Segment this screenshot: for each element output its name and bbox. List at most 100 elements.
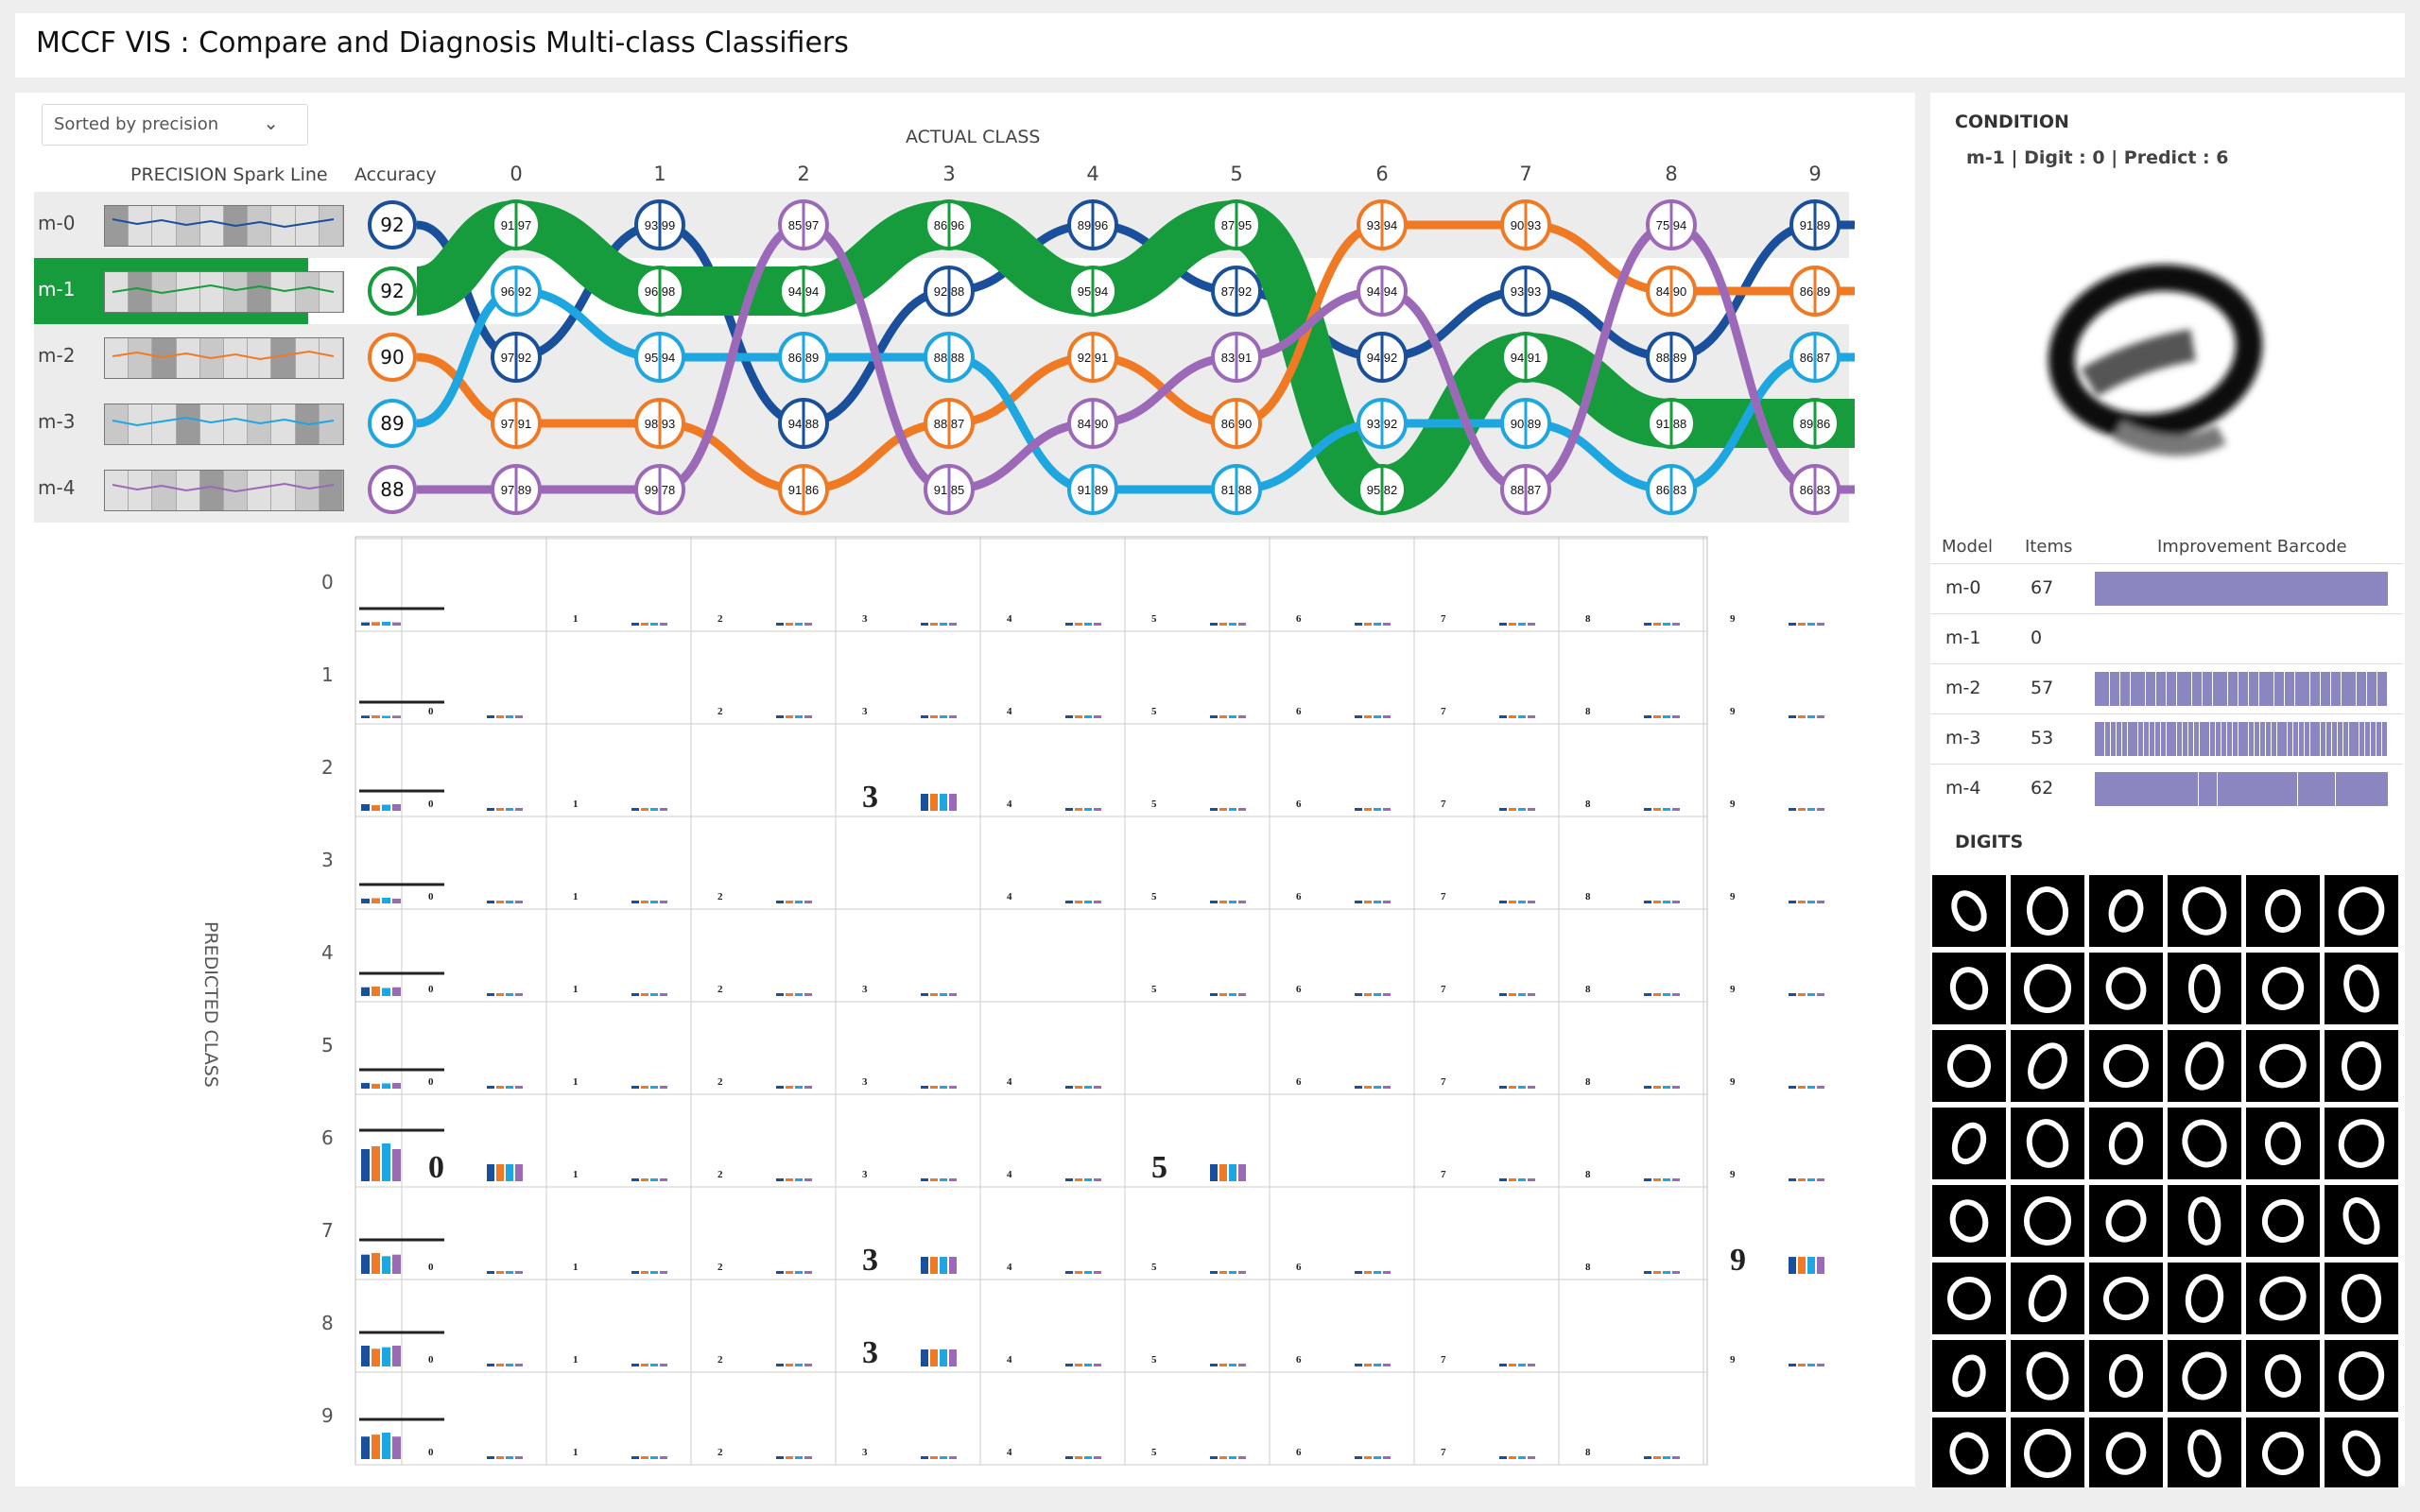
chevron-down-icon[interactable]: ⌄ bbox=[263, 112, 279, 134]
digit-thumbnail[interactable] bbox=[1932, 875, 2006, 947]
rank-node[interactable]: 95 94 bbox=[634, 332, 685, 383]
rank-node[interactable]: 89 86 bbox=[1789, 398, 1841, 449]
rank-node[interactable]: 89 96 bbox=[1067, 199, 1118, 250]
rank-node[interactable]: 91 88 bbox=[1646, 398, 1697, 449]
rank-node[interactable]: 99 78 bbox=[634, 464, 685, 515]
rank-node[interactable]: 94 88 bbox=[778, 398, 829, 449]
barcode-row-m-2[interactable]: m-2 57 bbox=[1930, 663, 2403, 714]
digit-thumbnail[interactable] bbox=[2168, 1108, 2241, 1179]
rank-node[interactable]: 85 97 bbox=[778, 199, 829, 250]
rank-node[interactable]: 93 93 bbox=[1500, 266, 1551, 317]
digit-thumbnail[interactable] bbox=[2246, 1030, 2320, 1102]
rank-node[interactable]: 97 91 bbox=[491, 398, 542, 449]
digit-thumbnail[interactable] bbox=[2011, 1108, 2084, 1179]
rank-node[interactable]: 93 92 bbox=[1357, 398, 1408, 449]
rank-node[interactable]: 86 83 bbox=[1646, 464, 1697, 515]
rank-node[interactable]: 88 87 bbox=[924, 398, 975, 449]
rank-node[interactable]: 75 94 bbox=[1646, 199, 1697, 250]
digit-thumbnail[interactable] bbox=[2089, 1340, 2163, 1412]
rank-node[interactable]: 97 89 bbox=[491, 464, 542, 515]
digit-thumbnail[interactable] bbox=[2011, 1185, 2084, 1257]
rank-node[interactable]: 91 86 bbox=[778, 464, 829, 515]
rank-node[interactable]: 84 90 bbox=[1646, 266, 1697, 317]
digit-thumbnail[interactable] bbox=[1932, 1108, 2006, 1179]
digit-thumbnail[interactable] bbox=[1932, 1263, 2006, 1334]
digit-thumbnail[interactable] bbox=[2246, 1108, 2320, 1179]
rank-node[interactable]: 93 94 bbox=[1357, 199, 1408, 250]
digit-thumbnail[interactable] bbox=[1932, 953, 2006, 1024]
digit-thumbnail[interactable] bbox=[2246, 1263, 2320, 1334]
digit-thumbnail[interactable] bbox=[2168, 1030, 2241, 1102]
rank-node[interactable]: 91 89 bbox=[1067, 464, 1118, 515]
rank-node[interactable]: 91 85 bbox=[924, 464, 975, 515]
digit-thumbnail[interactable] bbox=[2246, 1185, 2320, 1257]
rank-node[interactable]: 95 94 bbox=[1067, 266, 1118, 317]
rank-node[interactable]: 86 90 bbox=[1211, 398, 1262, 449]
barcode-row-m-0[interactable]: m-0 67 bbox=[1930, 563, 2403, 614]
barcode-row-m-3[interactable]: m-3 53 bbox=[1930, 713, 2403, 765]
digit-thumbnail[interactable] bbox=[2011, 1418, 2084, 1487]
digit-thumbnail[interactable] bbox=[2011, 953, 2084, 1024]
digit-thumbnail[interactable] bbox=[2246, 1418, 2320, 1487]
digit-thumbnail[interactable] bbox=[2325, 1418, 2398, 1487]
rank-node[interactable]: 88 87 bbox=[1500, 464, 1551, 515]
rank-node[interactable]: 96 98 bbox=[634, 266, 685, 317]
digit-thumbnail[interactable] bbox=[2246, 875, 2320, 947]
digit-thumbnail[interactable] bbox=[2089, 1030, 2163, 1102]
digit-thumbnail[interactable] bbox=[2089, 1263, 2163, 1334]
digit-thumbnail[interactable] bbox=[2325, 1185, 2398, 1257]
digit-thumbnail[interactable] bbox=[2168, 1185, 2241, 1257]
rank-node[interactable]: 97 92 bbox=[491, 332, 542, 383]
rank-node[interactable]: 83 91 bbox=[1211, 332, 1262, 383]
digit-thumbnail[interactable] bbox=[2168, 953, 2241, 1024]
barcode-row-m-1[interactable]: m-1 0 bbox=[1930, 613, 2403, 664]
digit-thumbnail[interactable] bbox=[2168, 875, 2241, 947]
rank-node[interactable]: 87 95 bbox=[1211, 199, 1262, 250]
rank-node[interactable]: 94 94 bbox=[1357, 266, 1408, 317]
rank-node[interactable]: 93 99 bbox=[634, 199, 685, 250]
rank-node[interactable]: 84 90 bbox=[1067, 398, 1118, 449]
digit-thumbnail[interactable] bbox=[2089, 1108, 2163, 1179]
digit-thumbnail[interactable] bbox=[2325, 875, 2398, 947]
digit-thumbnail[interactable] bbox=[2089, 1418, 2163, 1487]
digit-thumbnail[interactable] bbox=[2168, 1340, 2241, 1412]
rank-node[interactable]: 91 97 bbox=[491, 199, 542, 250]
digit-thumbnail[interactable] bbox=[2325, 1108, 2398, 1179]
rank-node[interactable]: 91 89 bbox=[1789, 199, 1841, 250]
rank-node[interactable]: 88 89 bbox=[1646, 332, 1697, 383]
digit-thumbnail[interactable] bbox=[1932, 1185, 2006, 1257]
rank-node[interactable]: 87 92 bbox=[1211, 266, 1262, 317]
digit-thumbnail[interactable] bbox=[1932, 1030, 2006, 1102]
digit-thumbnail[interactable] bbox=[1932, 1418, 2006, 1487]
digit-thumbnail[interactable] bbox=[2246, 953, 2320, 1024]
sort-select[interactable]: Sorted by precision ⌄ bbox=[42, 104, 308, 146]
digit-thumbnail[interactable] bbox=[2089, 875, 2163, 947]
rank-node[interactable]: 88 88 bbox=[924, 332, 975, 383]
digit-thumbnail[interactable] bbox=[2089, 1185, 2163, 1257]
rank-node[interactable]: 90 89 bbox=[1500, 398, 1551, 449]
rank-node[interactable]: 81 88 bbox=[1211, 464, 1262, 515]
rank-node[interactable]: 86 87 bbox=[1789, 332, 1841, 383]
digit-thumbnail[interactable] bbox=[2246, 1340, 2320, 1412]
digit-thumbnail[interactable] bbox=[2325, 1263, 2398, 1334]
digit-thumbnail[interactable] bbox=[2325, 1340, 2398, 1412]
digit-thumbnail[interactable] bbox=[2011, 1263, 2084, 1334]
rank-node[interactable]: 92 88 bbox=[924, 266, 975, 317]
rank-node[interactable]: 98 93 bbox=[634, 398, 685, 449]
rank-node[interactable]: 92 91 bbox=[1067, 332, 1118, 383]
rank-node[interactable]: 86 96 bbox=[924, 199, 975, 250]
digit-thumbnail[interactable] bbox=[2011, 1030, 2084, 1102]
rank-node[interactable]: 95 82 bbox=[1357, 464, 1408, 515]
digit-thumbnail[interactable] bbox=[2168, 1418, 2241, 1487]
rank-node[interactable]: 86 89 bbox=[778, 332, 829, 383]
digit-thumbnail[interactable] bbox=[2011, 1340, 2084, 1412]
rank-node[interactable]: 94 91 bbox=[1500, 332, 1551, 383]
rank-node[interactable]: 94 92 bbox=[1357, 332, 1408, 383]
digit-thumbnail[interactable] bbox=[2011, 875, 2084, 947]
digit-thumbnail[interactable] bbox=[1932, 1340, 2006, 1412]
rank-node[interactable]: 94 94 bbox=[778, 266, 829, 317]
barcode-row-m-4[interactable]: m-4 62 bbox=[1930, 764, 2403, 815]
rank-node[interactable]: 90 93 bbox=[1500, 199, 1551, 250]
rank-node[interactable]: 86 83 bbox=[1789, 464, 1841, 515]
digit-thumbnail[interactable] bbox=[2325, 953, 2398, 1024]
